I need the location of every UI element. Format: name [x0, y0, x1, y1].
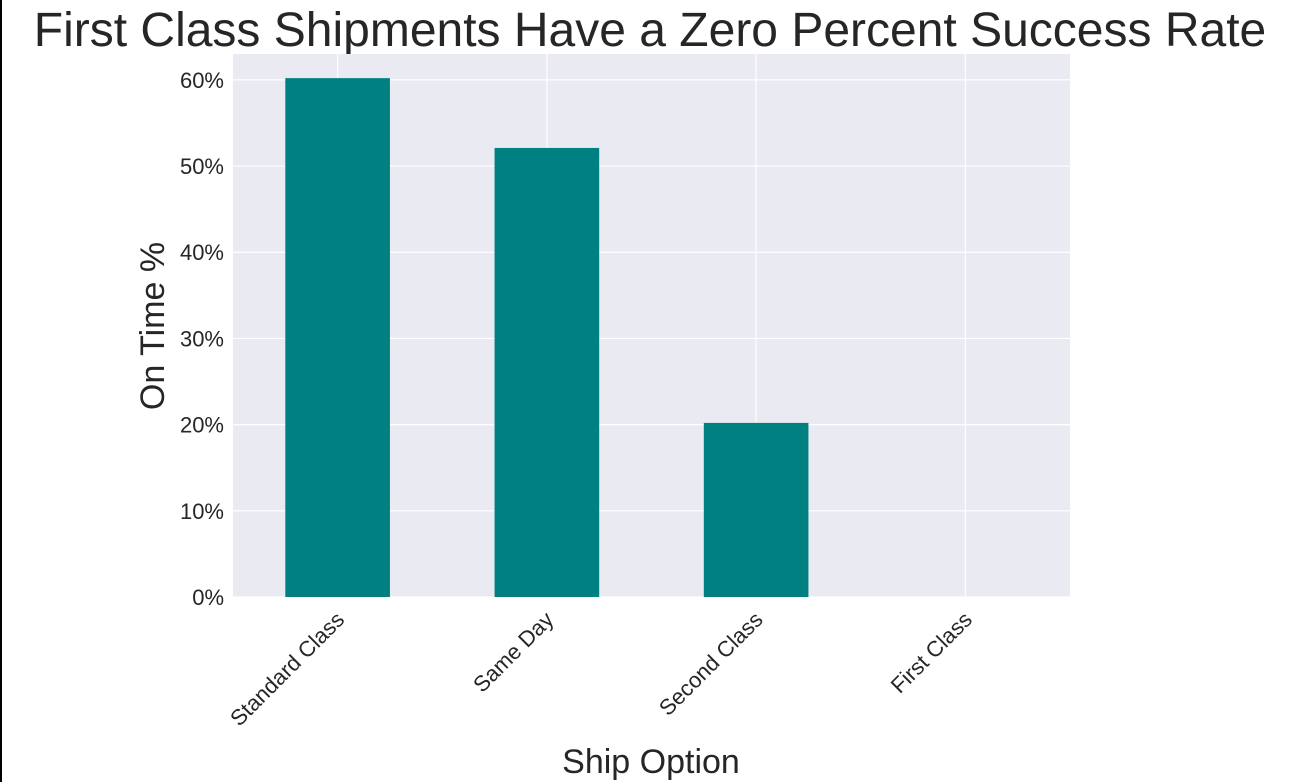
x-tick-label: Second Class — [654, 607, 768, 721]
y-tick-label: 30% — [180, 326, 224, 351]
x-tick-label: Same Day — [468, 607, 558, 697]
x-tick-labels: Standard Class Same Day Second Class First … — [225, 607, 977, 731]
bar-standard-class — [285, 78, 390, 598]
x-tick-label: Standard Class — [225, 607, 349, 731]
y-tick-label: 0% — [192, 585, 224, 610]
y-tick-label: 40% — [180, 240, 224, 265]
y-tick-label: 60% — [180, 68, 224, 93]
y-tick-label: 50% — [180, 154, 224, 179]
bar-second-class — [703, 422, 809, 597]
chart-title: First Class Shipments Have a Zero Percen… — [34, 4, 1266, 57]
y-tick-label: 20% — [180, 413, 224, 438]
bar-same-day — [494, 147, 600, 597]
x-tick-label: First Class — [886, 607, 977, 698]
figure-left-border — [0, 0, 2, 782]
bars — [285, 78, 809, 598]
y-axis-label: On Time % — [134, 242, 172, 410]
x-axis-label: Ship Option — [562, 743, 740, 781]
y-tick-label: 10% — [180, 499, 224, 524]
y-tick-labels: 0% 10% 20% 30% 40% 50% 60% — [180, 68, 224, 610]
